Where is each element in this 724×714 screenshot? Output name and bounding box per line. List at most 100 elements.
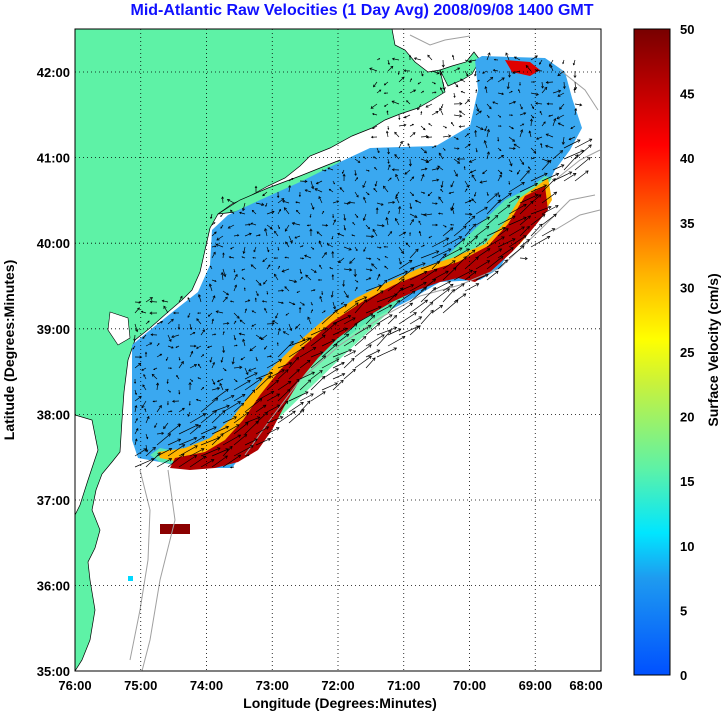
velocity-arrow <box>266 224 273 230</box>
velocity-arrow-head <box>332 306 336 310</box>
velocity-arrow <box>409 287 427 303</box>
velocity-arrow-head <box>247 454 250 457</box>
velocity-arrow <box>296 210 301 215</box>
velocity-arrow <box>559 103 565 110</box>
velocity-arrow <box>288 391 309 402</box>
velocity-arrow-head <box>296 291 299 293</box>
velocity-arrow-head <box>163 426 167 430</box>
velocity-arrow-head <box>310 393 314 397</box>
velocity-arrow <box>299 180 308 182</box>
velocity-arrow-head <box>510 247 514 251</box>
velocity-arrow <box>222 268 226 277</box>
velocity-arrow <box>420 278 436 292</box>
velocity-arrow-head <box>372 156 375 159</box>
velocity-arrow-head <box>239 211 242 215</box>
velocity-arrow <box>373 188 378 193</box>
velocity-arrow <box>221 356 224 363</box>
velocity-arrow-head <box>269 355 272 358</box>
velocity-arrow-head <box>439 87 443 90</box>
velocity-arrow <box>222 252 224 259</box>
velocity-arrow-head <box>363 196 366 200</box>
velocity-arrow <box>288 369 300 380</box>
velocity-arrow <box>288 409 305 424</box>
velocity-arrow-head <box>256 416 261 420</box>
velocity-arrow <box>207 345 213 348</box>
velocity-arrow-head <box>380 290 384 294</box>
velocity-arrow <box>233 380 251 391</box>
velocity-arrow-head <box>264 227 268 232</box>
velocity-arrow-head <box>374 167 376 169</box>
velocity-arrow-head <box>168 458 173 462</box>
velocity-arrow-head <box>418 316 423 320</box>
velocity-arrow-head <box>216 237 220 241</box>
velocity-arrow-head <box>137 307 140 311</box>
velocity-arrow-head <box>459 114 463 118</box>
lon-tick: 71:00 <box>387 678 420 693</box>
velocity-arrow <box>156 433 171 446</box>
velocity-arrow <box>263 279 268 285</box>
velocity-arrow <box>343 339 355 347</box>
velocity-arrow-head <box>251 389 256 393</box>
colorbar-tick: 25 <box>680 345 694 360</box>
velocity-arrow <box>384 81 389 86</box>
velocity-arrow-head <box>149 300 153 304</box>
velocity-arrow-head <box>395 195 399 200</box>
velocity-arrow-head <box>387 329 392 334</box>
velocity-arrow-head <box>222 350 226 354</box>
velocity-arrow-head <box>181 444 186 448</box>
velocity-arrow-head <box>308 337 312 341</box>
velocity-arrow-head <box>461 238 466 242</box>
velocity-arrow-head <box>250 222 253 225</box>
velocity-arrow-head <box>323 251 327 255</box>
velocity-arrow-head <box>399 261 402 265</box>
velocity-arrow-head <box>220 226 223 229</box>
velocity-arrow <box>221 272 224 281</box>
velocity-arrow <box>409 213 418 218</box>
velocity-arrow-head <box>171 334 175 339</box>
velocity-arrow-head <box>432 287 437 291</box>
velocity-arrow <box>541 178 556 193</box>
velocity-arrow <box>387 147 390 154</box>
velocity-arrow-head <box>407 143 410 146</box>
velocity-arrow-head <box>281 369 285 373</box>
velocity-arrow-head <box>482 171 485 175</box>
velocity-arrow <box>277 328 281 336</box>
velocity-arrow <box>529 130 532 138</box>
velocity-arrow <box>250 222 257 226</box>
velocity-arrow-head <box>266 292 269 295</box>
velocity-arrow <box>266 264 271 270</box>
velocity-arrow <box>530 206 552 215</box>
velocity-arrow-head <box>226 292 230 296</box>
colorbar-tick: 50 <box>680 22 694 37</box>
velocity-arrow <box>441 180 444 188</box>
velocity-arrow-head <box>449 227 454 231</box>
velocity-arrow-head <box>309 228 313 232</box>
lon-tick: 69:00 <box>519 678 552 693</box>
velocity-arrow-head <box>557 89 562 94</box>
velocity-arrow-head <box>288 361 293 366</box>
velocity-arrow-head <box>428 236 431 239</box>
velocity-arrow <box>427 54 433 61</box>
velocity-arrow <box>210 213 213 219</box>
velocity-arrow <box>211 455 228 468</box>
velocity-arrow-head <box>209 360 212 363</box>
velocity-arrow-head <box>413 57 417 61</box>
velocity-arrow <box>255 290 259 296</box>
velocity-arrow-head <box>352 221 355 224</box>
velocity-arrow <box>453 269 473 281</box>
velocity-arrow-head <box>240 358 243 361</box>
velocity-arrow <box>420 147 427 154</box>
velocity-arrow <box>508 217 527 226</box>
velocity-arrow <box>453 256 467 270</box>
velocity-arrow-head <box>422 90 425 93</box>
velocity-arrow-head <box>147 320 150 323</box>
velocity-arrow-head <box>509 163 513 167</box>
velocity-arrow-head <box>436 178 440 182</box>
velocity-arrow-head <box>423 150 428 154</box>
colorbar-tick: 30 <box>680 280 694 295</box>
velocity-arrow-head <box>276 404 281 408</box>
velocity-arrow <box>187 297 191 303</box>
velocity-arrow-head <box>242 338 246 342</box>
velocity-arrow <box>486 256 504 270</box>
velocity-arrow-head <box>369 313 374 317</box>
